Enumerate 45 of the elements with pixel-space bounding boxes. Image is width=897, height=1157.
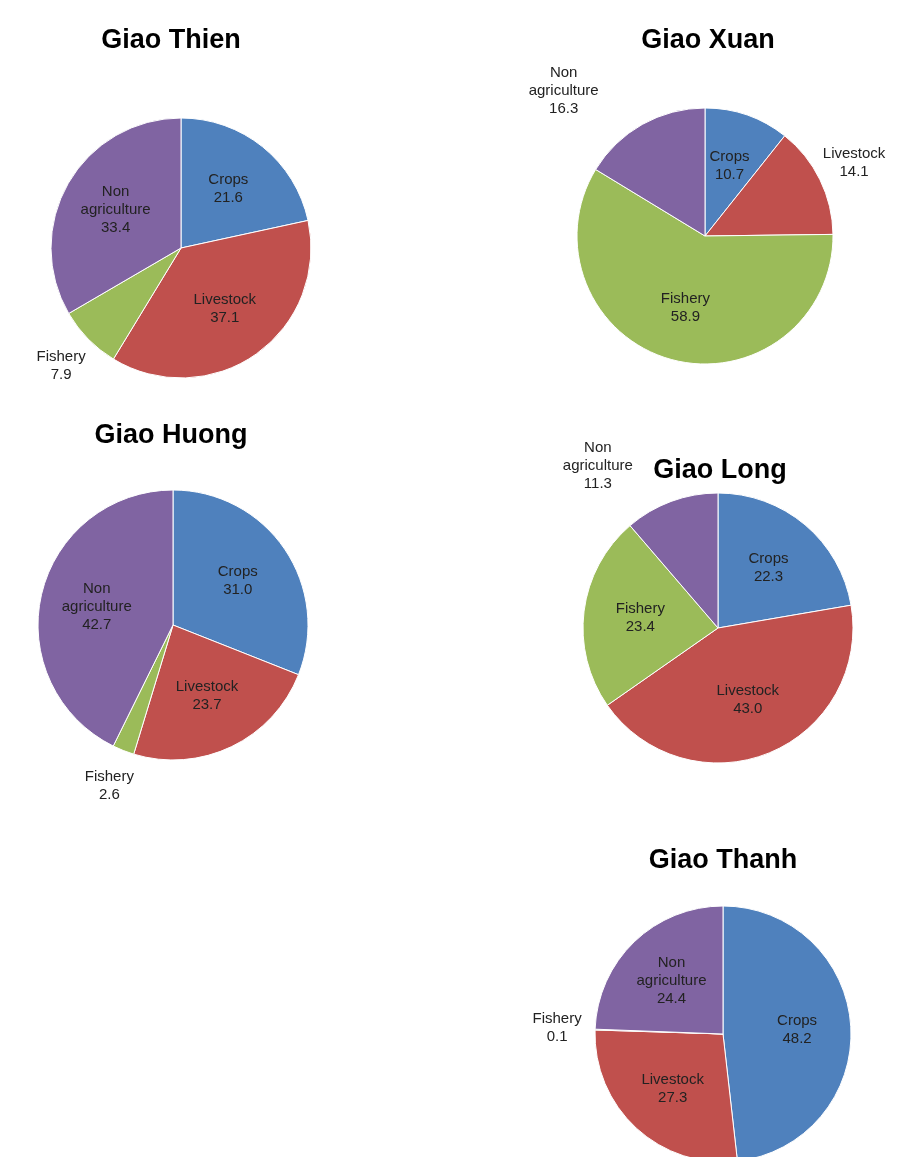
chart-title: Giao Long: [653, 454, 787, 484]
data-label: 10.7: [714, 164, 745, 182]
data-label: 58.9: [670, 306, 701, 324]
slice-label: Crops: [777, 1010, 818, 1028]
slice-label: Livestock: [716, 681, 780, 699]
data-label: 37.1: [210, 308, 240, 326]
data-label: 23.7: [192, 694, 222, 712]
data-label: 7.9: [50, 364, 72, 382]
chart-title: Giao Xuan: [641, 24, 775, 54]
slice-label: Fishery: [615, 599, 666, 617]
chart-title: Giao Huong: [94, 419, 248, 449]
data-label: 11.3: [583, 473, 612, 491]
chart-title: Giao Thien: [101, 24, 241, 54]
slice-label: Fishery: [36, 346, 87, 364]
data-label: 0.1: [546, 1027, 568, 1045]
slice-label: Non agriculture: [80, 182, 151, 218]
slice-label: Fishery: [660, 288, 711, 306]
slice-label: Crops: [748, 549, 789, 567]
slice-label: Non agriculture: [562, 437, 633, 473]
data-label: 27.3: [658, 1087, 688, 1105]
slice-label: Livestock: [641, 1069, 705, 1087]
slice-label: Livestock: [175, 676, 239, 694]
slice-label: Crops: [217, 561, 258, 579]
chart-title: Giao Thanh: [648, 844, 798, 874]
data-label: 24.4: [656, 988, 687, 1006]
slice-label: Non agriculture: [61, 579, 132, 615]
data-label: 14.1: [839, 161, 869, 179]
slice-label: Non agriculture: [528, 63, 599, 99]
data-label: 22.3: [753, 567, 784, 585]
slice-label: Crops: [208, 170, 249, 188]
slice-label: Livestock: [193, 290, 257, 308]
data-label: 16.3: [549, 99, 579, 117]
slice-label: Fishery: [84, 766, 135, 784]
slice-label: Fishery: [532, 1009, 583, 1027]
slice-label: Non agriculture: [636, 952, 707, 988]
data-label: 33.4: [101, 218, 131, 236]
data-label: 43.0: [733, 699, 763, 717]
data-label: 48.2: [782, 1028, 812, 1046]
data-label: 2.6: [98, 784, 120, 802]
data-label: 23.4: [625, 617, 655, 635]
data-label: 42.7: [82, 615, 112, 633]
slice-label: Livestock: [822, 143, 886, 161]
slice-label: Crops: [709, 146, 750, 164]
data-label: 21.6: [213, 188, 243, 206]
data-label: 31.0: [223, 579, 253, 597]
